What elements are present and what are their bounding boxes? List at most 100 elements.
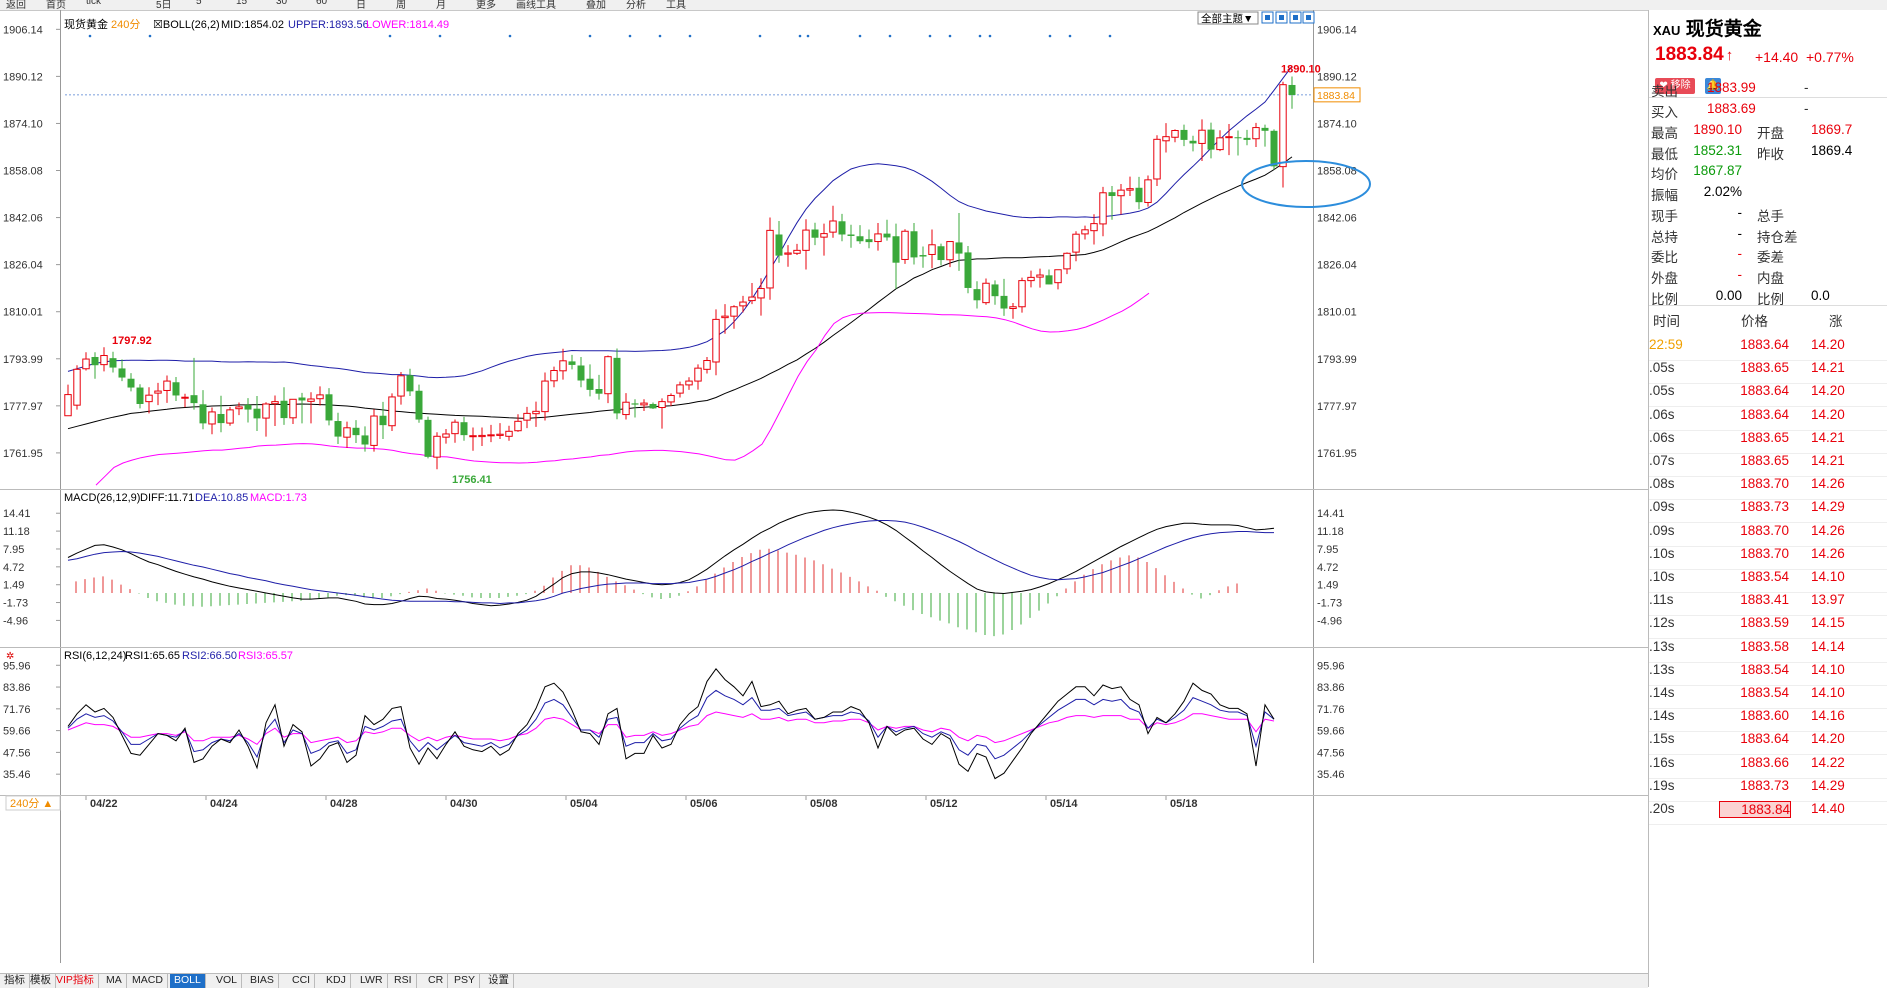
alert-bell-button[interactable]: 🔔 (1705, 78, 1721, 94)
indicator-tab[interactable]: 模板 (26, 974, 56, 988)
candle (685, 377, 693, 390)
toolbar-item[interactable]: 叠加 (586, 0, 606, 11)
x-tick-label: 04/30 (450, 798, 478, 810)
candle (874, 223, 882, 251)
toolbar-item[interactable]: 首页 (46, 0, 66, 11)
candle (64, 384, 72, 417)
candle (1090, 214, 1098, 245)
toolbar-item[interactable]: 月 (436, 0, 446, 11)
indicator-tab[interactable]: MACD (128, 974, 168, 988)
toolbar-item[interactable]: tick (86, 0, 101, 7)
indicator-tab[interactable]: MA (102, 974, 127, 988)
ticks-header-time: 时间 (1653, 314, 1680, 329)
instrument-name: XAU 现货黄金 (1653, 19, 1762, 40)
tick-row: .20s 1883.84 14.40 (1649, 796, 1887, 825)
indicator-tab[interactable]: CR (424, 974, 449, 988)
candle (361, 426, 369, 452)
candle (145, 387, 153, 414)
stat-label: 总手 (1757, 208, 1784, 224)
candle (397, 371, 405, 405)
tick-row: .13s 1883.54 14.10 (1649, 657, 1887, 686)
tick-row: .05s 1883.64 14.20 (1649, 378, 1887, 408)
layout-grid-icon[interactable] (1261, 11, 1274, 24)
candle (235, 402, 243, 416)
toolbar-item[interactable]: 画线工具 (516, 0, 556, 11)
y-tick-label: 1826.04 (3, 260, 43, 272)
y-tick-label: -4.96 (1317, 615, 1342, 627)
toolbar-item[interactable]: 30 (276, 0, 288, 7)
stat-value: - (1737, 225, 1743, 241)
toolbar-item[interactable]: 更多 (476, 0, 496, 11)
signal-dot (1108, 34, 1112, 38)
candle (775, 220, 783, 263)
indicator-tab[interactable]: CCI (288, 974, 316, 988)
quote-value: 1883.69 (1707, 101, 1756, 116)
indicator-tab[interactable]: 设置 (484, 974, 514, 988)
candle (631, 399, 639, 418)
y-tick-label: 1874.10 (3, 118, 43, 130)
up-arrow-icon: ↑ (1725, 47, 1734, 64)
toolbar-item[interactable]: 返回 (6, 0, 26, 11)
tick-row: .06s 1883.64 14.20 (1649, 402, 1887, 431)
last-price: 1883.84 ↑ (1655, 44, 1734, 65)
indicator-tab[interactable]: VIP指标 (52, 974, 99, 988)
x-tick-label: 04/24 (210, 798, 238, 810)
remove-watchlist-button[interactable]: ❤ 移除 (1655, 78, 1695, 94)
rsi2-value: RSI2:66.50 (182, 650, 237, 662)
date-axis: 240分 ▲ 04/22 04/24 04/28 04/30 05/04 05/06 05/0… (5, 795, 1198, 811)
indicator-tab[interactable]: KDJ (322, 974, 351, 988)
indicator-tab[interactable]: 指标 (0, 974, 30, 988)
candle (964, 245, 972, 294)
x-tick-label: 05/04 (570, 798, 598, 810)
toolbar-item[interactable]: 工具 (666, 0, 686, 11)
toolbar-item[interactable]: 5 (196, 0, 202, 7)
indicator-tab[interactable]: RSI (390, 974, 417, 988)
tick-row: .12s 1883.59 14.15 (1649, 610, 1887, 640)
indicator-tab[interactable]: BOLL (170, 974, 206, 988)
candle (937, 243, 945, 266)
y-tick-label: 1810.01 (3, 307, 43, 319)
candle (892, 223, 900, 289)
indicator-tab[interactable]: PSY (450, 974, 481, 988)
candle (154, 382, 162, 406)
candle (676, 381, 684, 398)
toolbar-item[interactable]: 15 (236, 0, 248, 7)
toolbar-item[interactable]: 60 (316, 0, 328, 7)
candle (442, 428, 450, 444)
macd-label: MACD(26,12,9) (64, 492, 140, 504)
x-tick-label: 05/08 (810, 798, 838, 810)
y-tick-label: 59.66 (1317, 726, 1345, 738)
y-tick-label: 1.49 (1317, 580, 1338, 592)
toolbar-item[interactable]: 5日 (156, 0, 172, 11)
toolbar-item[interactable]: 周 (396, 0, 406, 11)
indicator-tab[interactable]: VOL (212, 974, 243, 988)
theme-dropdown[interactable]: 全部主题▼ (1197, 11, 1259, 25)
candle (541, 372, 549, 421)
candle (856, 225, 864, 244)
candle (1171, 129, 1179, 143)
x-tick-label: 05/14 (1050, 798, 1078, 810)
macd-dea-value: DEA:10.85 (195, 492, 248, 504)
candle (919, 246, 927, 268)
zoom-in-icon[interactable] (1275, 11, 1288, 24)
candle (244, 398, 252, 423)
candle (172, 376, 180, 402)
boll-mid-value: MID:1854.02 (221, 19, 284, 31)
indicator-tab[interactable]: BIAS (246, 974, 279, 988)
toolbar-item[interactable]: 分析 (626, 0, 646, 11)
candle (973, 281, 981, 309)
stat-label: 委比 (1651, 250, 1678, 266)
candle (1117, 183, 1125, 215)
signal-dot (988, 34, 992, 38)
indicator-tab[interactable]: LWR (356, 974, 388, 988)
toolbar-item[interactable]: 日 (356, 0, 366, 11)
candle (181, 393, 189, 408)
stat-value: 1869.7 (1811, 122, 1853, 137)
theme-dropdown-label: 全部主题▼ (1201, 12, 1253, 25)
tick-row: .13s 1883.58 14.14 (1649, 634, 1887, 663)
signal-dot (88, 34, 92, 38)
fullscreen-icon[interactable] (1302, 11, 1315, 24)
zoom-out-icon[interactable] (1289, 11, 1302, 24)
y-tick-label: 14.41 (3, 508, 31, 520)
